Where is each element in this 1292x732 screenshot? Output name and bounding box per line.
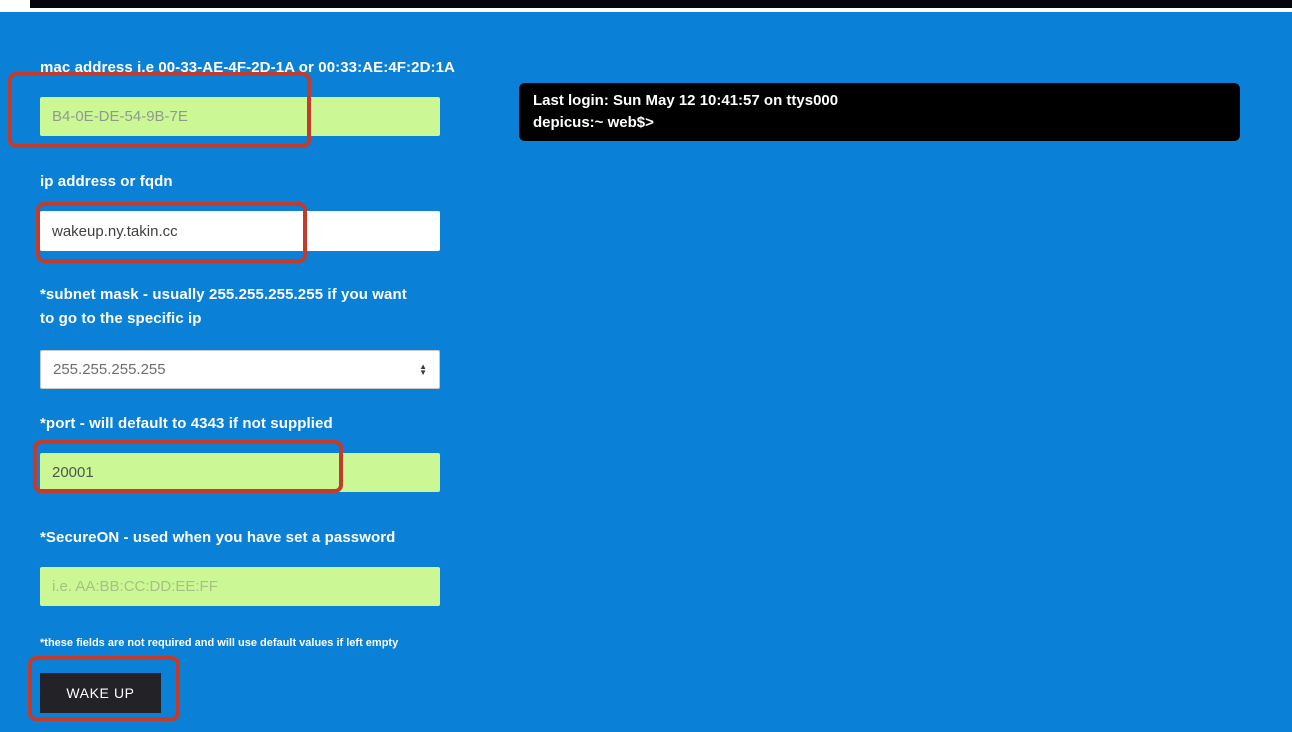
wake-up-button[interactable]: WAKE UP <box>40 673 161 713</box>
terminal-output: Last login: Sun May 12 10:41:57 on ttys0… <box>519 83 1240 141</box>
spinner-down-icon: ▼ <box>419 367 427 377</box>
subnet-mask-label: *subnet mask - usually 255.255.255.255 i… <box>40 286 407 327</box>
port-label: *port - will default to 4343 if not supp… <box>40 415 333 432</box>
subnet-mask-select[interactable]: 255.255.255.255 ▲ ▼ <box>40 350 440 389</box>
port-input[interactable] <box>40 453 440 492</box>
mac-address-label: mac address i.e 00-33-AE-4F-2D-1A or 00:… <box>40 59 455 76</box>
subnet-mask-selected-value: 255.255.255.255 <box>53 361 166 378</box>
mac-address-input[interactable] <box>40 97 440 136</box>
top-bar <box>30 0 1292 8</box>
ip-address-label: ip address or fqdn <box>40 173 173 190</box>
select-spinner-icon: ▲ ▼ <box>419 361 427 377</box>
terminal-line: Last login: Sun May 12 10:41:57 on ttys0… <box>533 92 839 109</box>
ip-address-input[interactable] <box>40 211 440 251</box>
spinner-up-icon: ▲ <box>419 361 427 371</box>
secureon-label: *SecureON - used when you have set a pas… <box>40 529 396 546</box>
terminal-line: depicus:~ web$> <box>533 114 654 131</box>
footnote: *these fields are not required and will … <box>40 637 399 649</box>
secureon-input[interactable] <box>40 567 440 606</box>
